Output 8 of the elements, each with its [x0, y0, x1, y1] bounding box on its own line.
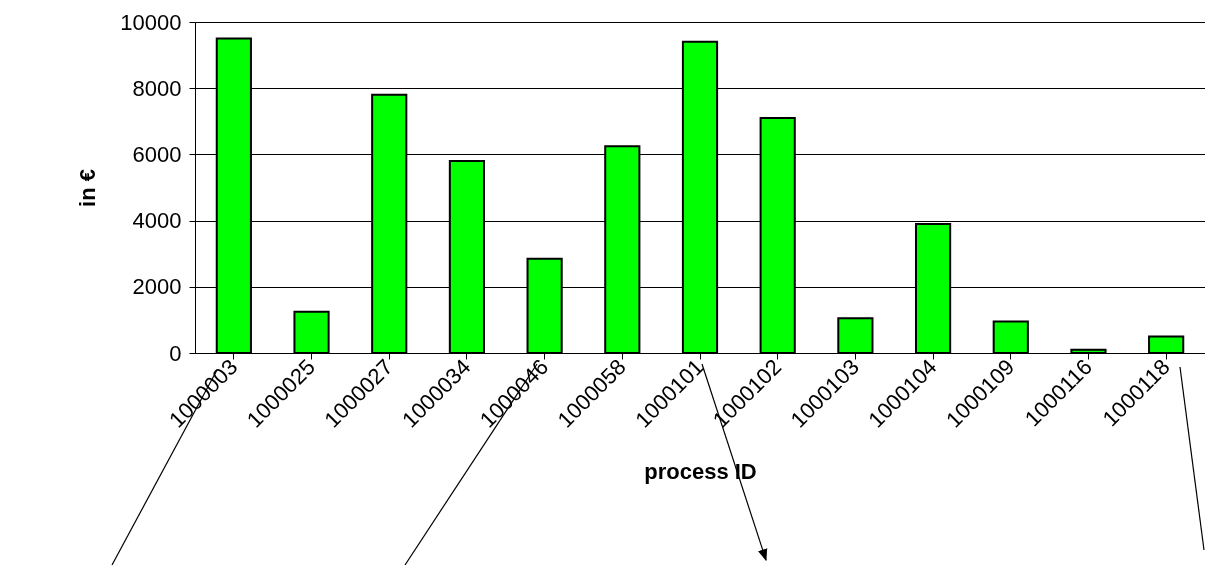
y-tick-label: 10000	[120, 9, 182, 35]
y-tick-label: 6000	[132, 141, 182, 167]
x-axis-title: process ID	[644, 458, 757, 484]
y-tick-label: 0	[169, 340, 182, 366]
y-tick-label: 4000	[132, 208, 182, 234]
y-tick-label: 8000	[132, 75, 182, 101]
y-axis-title: in €	[75, 169, 101, 207]
y-tick-label: 2000	[132, 274, 182, 300]
